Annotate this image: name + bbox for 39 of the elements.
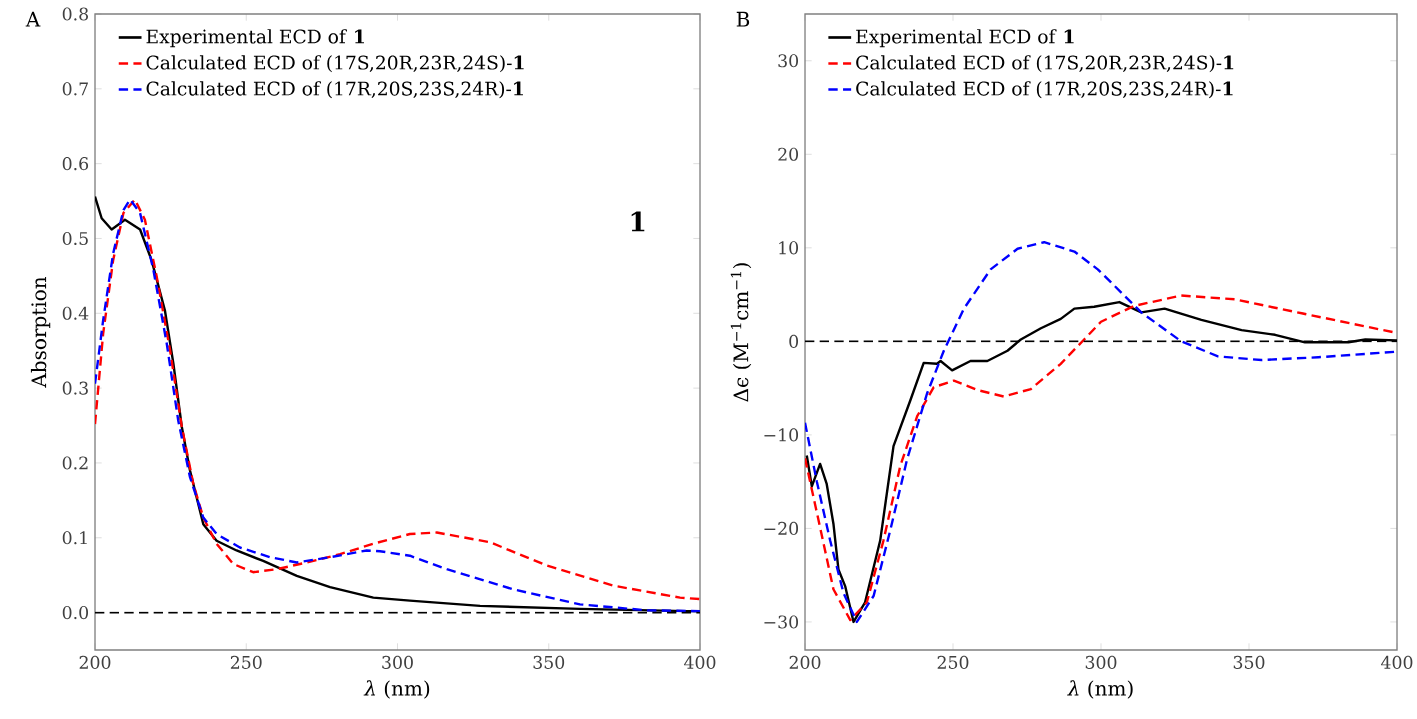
y-tick-label: 20 <box>778 147 799 161</box>
x-tick-label: 350 <box>1233 655 1265 669</box>
legend-label: Experimental ECD of 1 <box>146 29 364 48</box>
y-tick-label: 0.8 <box>62 7 89 21</box>
y-tick-label: 0 <box>789 334 799 348</box>
x-tick-label: 200 <box>789 655 821 669</box>
annotation: 1 <box>631 211 645 232</box>
y-tick-label: −20 <box>764 521 799 535</box>
chart-title: A <box>25 11 41 27</box>
chart-title: B <box>736 11 750 27</box>
y-tick-label: 0.4 <box>62 306 89 320</box>
y-tick-label: 30 <box>778 54 799 68</box>
x-axis-title: λ (nm) <box>1067 680 1133 699</box>
legend-label: Calculated ECD of (17S,20R,23R,24S)-1 <box>146 55 524 73</box>
y-tick-label: 10 <box>779 241 799 255</box>
x-tick-label: 300 <box>382 655 413 669</box>
y-tick-label: 0.7 <box>62 82 88 96</box>
x-tick-label: 250 <box>937 655 969 669</box>
y-tick-label: 0.5 <box>62 231 88 246</box>
x-tick-label: 300 <box>1085 655 1117 669</box>
x-tick-label: 200 <box>79 655 111 669</box>
y-tick-label: 0.6 <box>62 157 89 171</box>
y-tick-label: 0.3 <box>62 381 88 395</box>
y-axis-title: Δϵ (M$^{−1}$cm$^{−1}$) <box>730 263 752 402</box>
legend-label: Calculated ECD of (17R,20S,23S,24R)-1 <box>146 81 523 99</box>
x-tick-label: 400 <box>684 655 716 669</box>
legend-label: Calculated ECD of (17S,20R,23R,24S)-1 <box>856 55 1234 73</box>
y-tick-label: −10 <box>764 428 799 442</box>
x-tick-label: 350 <box>533 655 565 669</box>
y-tick-label: 0.0 <box>62 606 89 620</box>
y-axis-title: Absorption <box>30 276 51 388</box>
x-tick-label: 250 <box>230 655 262 669</box>
y-tick-label: 0.2 <box>62 456 88 470</box>
y-tick-label: 0.1 <box>62 531 87 545</box>
legend-label: Calculated ECD of (17R,20S,23S,24R)-1 <box>856 81 1233 99</box>
legend-label: Experimental ECD of 1 <box>856 29 1074 48</box>
y-tick-label: −30 <box>764 615 799 629</box>
x-tick-label: 400 <box>1381 655 1413 669</box>
x-axis-title: λ (nm) <box>363 680 430 699</box>
